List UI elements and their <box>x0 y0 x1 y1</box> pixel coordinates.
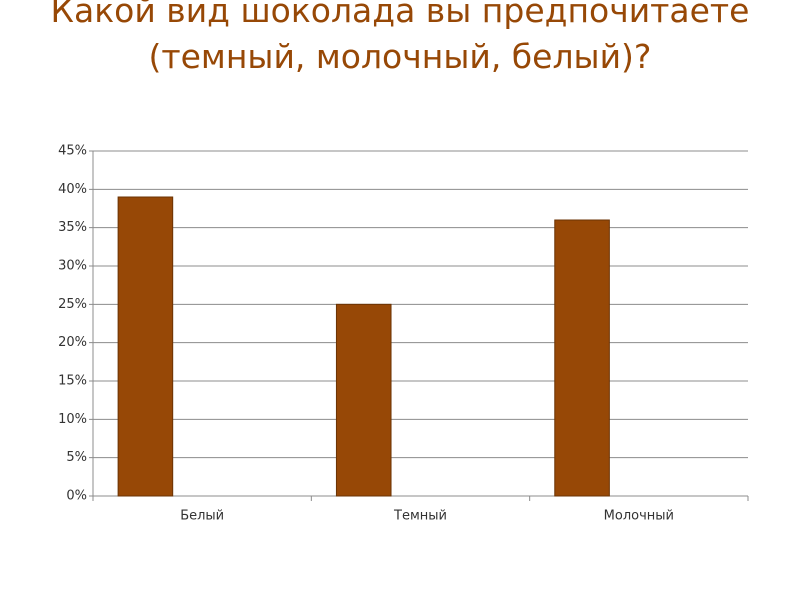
y-tick-label: 10% <box>58 412 87 427</box>
bar <box>117 196 174 497</box>
y-tick-label: 40% <box>58 182 87 197</box>
x-tick-label: Белый <box>180 509 224 524</box>
y-tick-label: 20% <box>58 335 87 350</box>
x-tick-label: Молочный <box>604 509 674 524</box>
bar <box>554 219 610 497</box>
x-tick-label: Темный <box>393 509 447 524</box>
y-tick-label: 35% <box>58 220 87 235</box>
chart-title: Какой вид шоколада вы предпочитаете (тем… <box>50 0 750 76</box>
y-tick-label: 0% <box>66 489 87 504</box>
y-tick-label: 30% <box>58 259 87 274</box>
y-tick-label: 45% <box>58 144 87 159</box>
bar <box>335 303 392 497</box>
y-tick-label: 25% <box>58 297 87 312</box>
y-tick-label: 5% <box>66 450 87 465</box>
y-tick-label: 15% <box>58 374 87 389</box>
